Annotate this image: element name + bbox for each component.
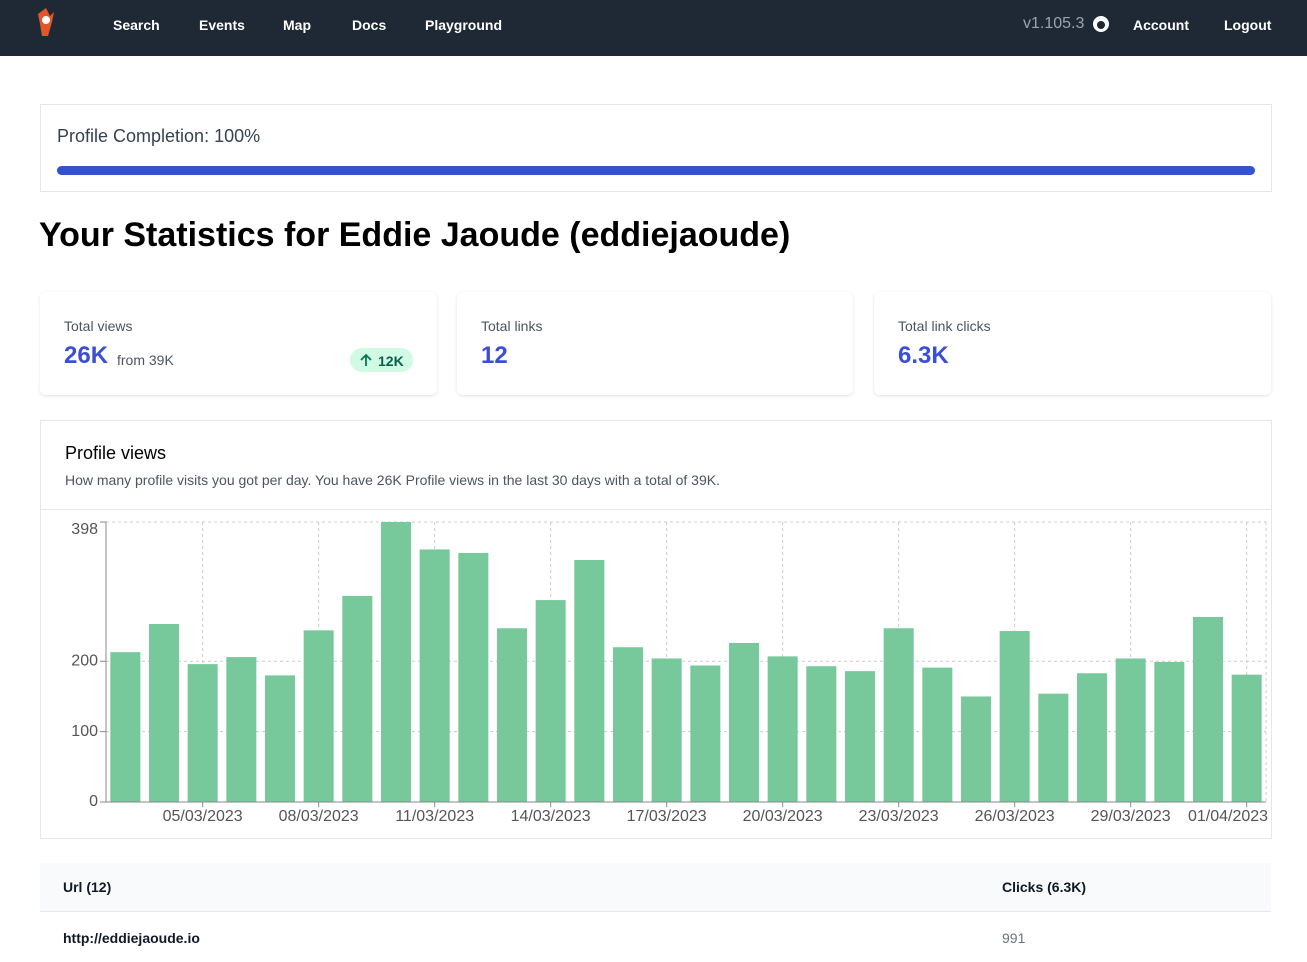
progress-card: Profile Completion: 100%: [40, 104, 1272, 192]
bar: [342, 595, 373, 802]
stat-card: Total links 12: [457, 292, 853, 395]
logout-link[interactable]: Logout: [1224, 17, 1272, 33]
bar: [845, 671, 875, 802]
clicks-cell: 991: [1002, 930, 1026, 946]
arrow-up: [360, 353, 372, 366]
stat-value: 26K: [64, 342, 109, 369]
x-tick-label: 17/03/2023: [627, 808, 707, 825]
stat-from: from 39K: [117, 352, 174, 368]
bar: [883, 628, 914, 802]
bar: [922, 667, 953, 802]
stat-card: Total link clicks 6.3K: [874, 292, 1271, 395]
bar: [419, 549, 450, 802]
stat-card: Total views 26K from 39K 12K: [40, 292, 437, 395]
bar: [265, 675, 295, 802]
stat-label: Total link clicks: [898, 318, 991, 334]
nav-link[interactable]: Events: [199, 17, 245, 33]
bar: [149, 624, 179, 802]
bar: [729, 643, 759, 802]
x-tick-label: 20/03/2023: [743, 808, 823, 825]
bar: [613, 647, 643, 802]
x-tick-label: 11/03/2023: [395, 808, 474, 825]
stat-value: 6.3K: [898, 342, 949, 369]
bar: [961, 696, 991, 802]
bar: [1154, 662, 1185, 802]
x-tick-label: 05/03/2023: [163, 808, 243, 825]
progress-label: Profile Completion: 100%: [57, 126, 261, 146]
bar: [1077, 673, 1107, 802]
y-tick-label: 200: [71, 653, 98, 670]
header-cell: Url (12): [63, 879, 112, 895]
x-tick-label: 14/03/2023: [511, 808, 591, 825]
y-tick-label: 0: [89, 793, 98, 810]
x-tick-label: 01/04/2023: [1188, 808, 1268, 825]
chart-card: Profile views How many profile visits yo…: [40, 420, 1272, 839]
table-header: Url (12) Clicks (6.3K): [40, 863, 1271, 912]
change-badge: 12K: [350, 348, 413, 372]
bar: [187, 664, 218, 802]
y-tick-label: 100: [71, 723, 98, 740]
bar: [458, 552, 489, 802]
bar: [806, 666, 837, 802]
x-tick-label: 26/03/2023: [975, 808, 1055, 825]
bar: [1038, 693, 1069, 802]
version: v1.105.3: [1023, 15, 1085, 32]
stat-value: 12: [481, 342, 508, 369]
header-cell: Clicks (6.3K): [1002, 879, 1087, 895]
progress-track: [57, 166, 1255, 175]
bar: [999, 631, 1030, 802]
heading: Your Statistics for Eddie Jaoude (eddiej…: [39, 216, 791, 254]
nav-link[interactable]: Search: [113, 17, 160, 33]
bar: [1115, 658, 1146, 802]
bar: [767, 656, 798, 802]
bar: [110, 652, 141, 802]
x-tick-label: 29/03/2023: [1091, 808, 1171, 825]
divider: [41, 509, 1271, 510]
url-cell[interactable]: http://eddiejaoude.io: [63, 930, 200, 946]
bar: [1193, 616, 1223, 802]
nav-link[interactable]: Map: [283, 17, 311, 33]
bar: [690, 665, 721, 802]
chart: 0 100 200 398 05/03/2023 08/03/2023 11/03/2023…: [71, 521, 1268, 825]
bar: [226, 657, 257, 802]
logo[interactable]: [34, 6, 58, 38]
chart-title: Profile views: [65, 443, 167, 463]
bar: [651, 658, 682, 802]
github-icon[interactable]: [1092, 15, 1110, 33]
bar: [1231, 674, 1262, 802]
progress-bar: [57, 166, 1255, 175]
chart-subtitle: How many profile visits you got per day.…: [65, 472, 720, 488]
bar: [535, 600, 566, 802]
y-tick-label: 398: [71, 521, 98, 538]
x-tick-label: 23/03/2023: [859, 808, 939, 825]
change-value: 12K: [378, 353, 404, 369]
bar: [381, 522, 411, 802]
stat-label: Total views: [64, 318, 133, 334]
bar: [497, 628, 527, 802]
bar: [303, 630, 334, 802]
account-link[interactable]: Account: [1133, 17, 1189, 33]
x-tick-label: 08/03/2023: [279, 808, 359, 825]
nav-link[interactable]: Playground: [425, 17, 503, 33]
navbar: Search Events Map Docs Playground v1.105…: [0, 0, 1307, 56]
nav-link[interactable]: Docs: [352, 17, 387, 33]
bar: [574, 559, 605, 802]
stat-label: Total links: [481, 318, 543, 334]
